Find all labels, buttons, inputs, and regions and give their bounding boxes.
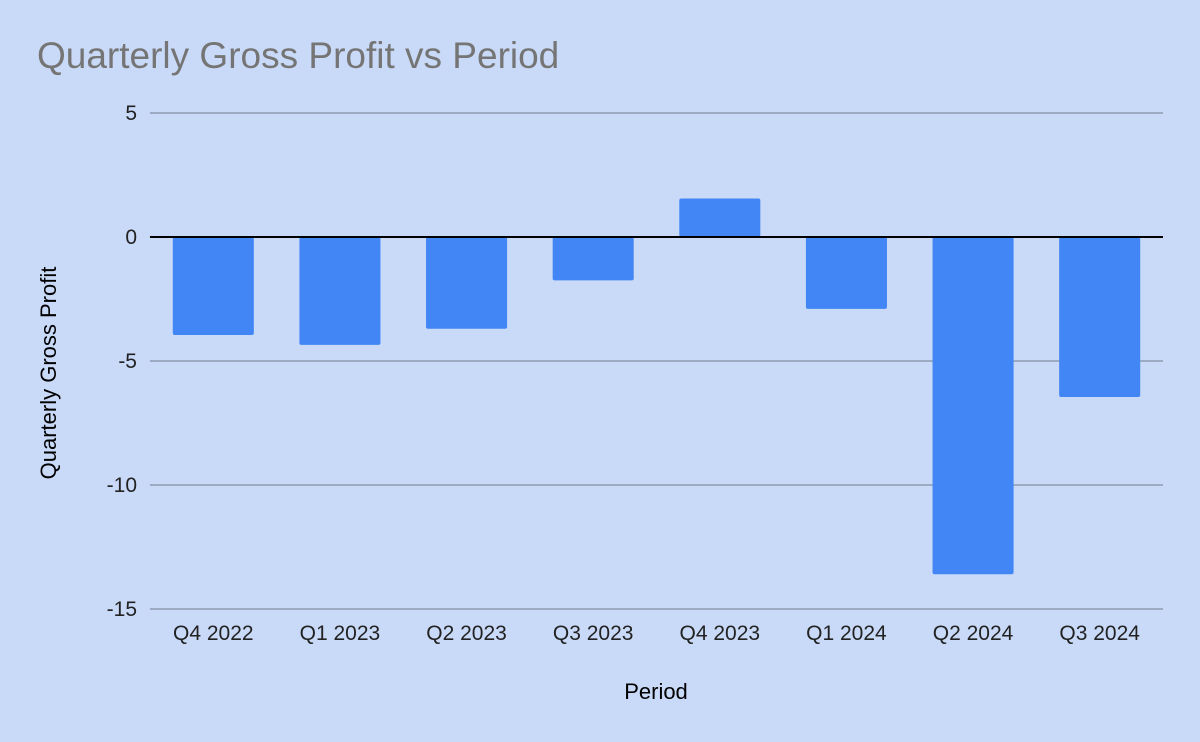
y-axis-label: Quarterly Gross Profit <box>36 267 61 480</box>
bar <box>1059 237 1141 397</box>
x-tick-label: Q4 2022 <box>173 622 254 645</box>
bar <box>805 237 887 309</box>
x-tick-label: Q2 2024 <box>933 622 1014 645</box>
y-axis-ticks: 5 0 -5 -10 -15 <box>107 102 137 621</box>
x-axis-label: Period <box>624 679 688 704</box>
x-tick-label: Q3 2024 <box>1059 622 1140 645</box>
y-tick-label: -5 <box>118 350 137 373</box>
bar <box>426 237 508 329</box>
y-tick-label: -15 <box>107 598 137 621</box>
bar <box>172 237 254 335</box>
chart-title: Quarterly Gross Profit vs Period <box>37 35 559 76</box>
bar <box>679 198 761 237</box>
x-tick-label: Q2 2023 <box>426 622 507 645</box>
bars <box>172 198 1141 575</box>
bar <box>299 237 381 345</box>
x-tick-label: Q3 2023 <box>553 622 634 645</box>
bar <box>932 237 1014 575</box>
y-tick-label: 0 <box>125 226 137 249</box>
x-tick-label: Q4 2023 <box>680 622 761 645</box>
y-tick-label: 5 <box>125 102 137 125</box>
y-tick-label: -10 <box>107 474 137 497</box>
x-axis-ticks: Q4 2022 Q1 2023 Q2 2023 Q3 2023 Q4 2023 Q1 20… <box>173 622 1140 645</box>
x-tick-label: Q1 2023 <box>300 622 381 645</box>
bar <box>552 237 634 281</box>
x-tick-label: Q1 2024 <box>806 622 887 645</box>
